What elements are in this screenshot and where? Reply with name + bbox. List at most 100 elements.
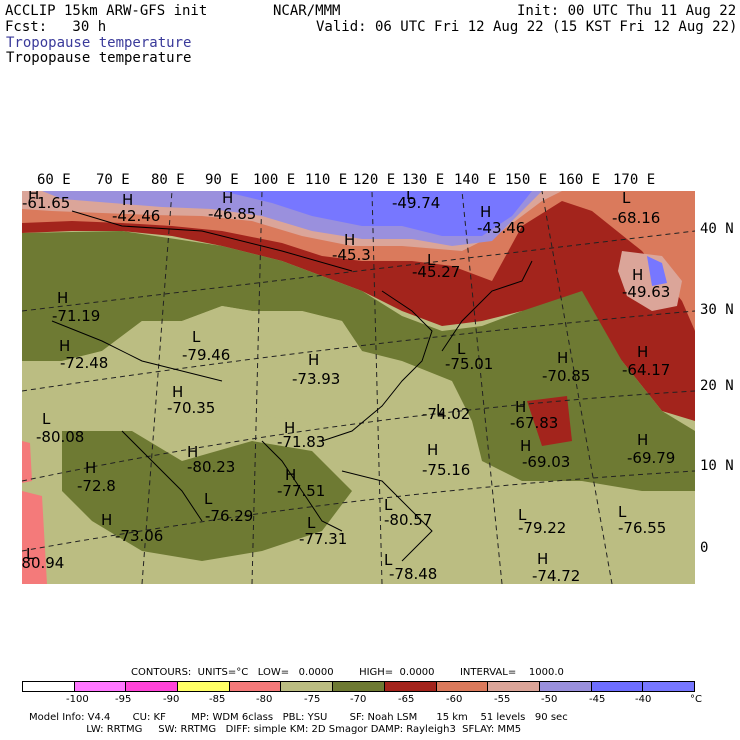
pressure-center-marker: L	[457, 340, 466, 358]
pressure-center-marker: H	[222, 191, 234, 207]
organization: NCAR/MMM	[273, 3, 341, 19]
pressure-center-value: -68.16	[612, 209, 661, 227]
legend-tick: -75	[304, 694, 321, 705]
pressure-center-value: -42.46	[112, 207, 161, 225]
pressure-center-value: -76.29	[205, 507, 254, 525]
pressure-center-marker: L	[427, 251, 436, 269]
legend-swatch	[23, 682, 75, 691]
pressure-center-marker: H	[480, 203, 492, 221]
lon-label: 100 E	[253, 172, 296, 188]
lon-label: 150 E	[505, 172, 548, 188]
legend-tick: -90	[163, 694, 180, 705]
pressure-center-value: -43.46	[477, 219, 526, 237]
legend-swatch	[436, 682, 489, 691]
pressure-center-value: -80.08	[36, 428, 85, 446]
legend-tick: -50	[541, 694, 558, 705]
pressure-center-value: -69.03	[522, 453, 571, 471]
legend-swatch	[488, 682, 540, 691]
pressure-center-marker: H	[122, 191, 134, 209]
lon-label: 170 E	[613, 172, 656, 188]
pressure-center-marker: H	[308, 351, 320, 369]
pressure-center-marker: L	[204, 490, 213, 508]
valid-time: Valid: 06 UTC Fri 12 Aug 22 (15 KST Fri …	[316, 19, 738, 35]
pressure-center-marker: H	[537, 550, 549, 568]
lon-label: 110 E	[305, 172, 348, 188]
model-title: ACCLIP 15km ARW-GFS init	[5, 3, 208, 19]
pressure-center-value: -45.3	[332, 246, 371, 264]
lon-label: 130 E	[402, 172, 445, 188]
legend-tick: -55	[494, 694, 511, 705]
pressure-center-value: -45.27	[412, 263, 461, 281]
lon-label: 140 E	[454, 172, 497, 188]
pressure-center-value: -73.93	[292, 370, 341, 388]
model-info-line1: Model Info: V4.4 CU: KF MP: WDM 6class P…	[29, 712, 568, 723]
pressure-center-value: -74.02	[422, 405, 471, 423]
pressure-center-value: -70.85	[542, 367, 591, 385]
lon-label: 90 E	[205, 172, 239, 188]
pressure-center-marker: H	[632, 266, 644, 284]
pressure-center-marker: H	[101, 511, 113, 529]
legend-units: °C	[690, 694, 702, 705]
legend-swatch	[178, 682, 230, 691]
legend-tick: -95	[115, 694, 132, 705]
pressure-center-value: -80.23	[187, 458, 236, 476]
pressure-center-value: -49.74	[392, 194, 441, 212]
lon-label: 80 E	[151, 172, 185, 188]
lat-label: 10 N	[700, 458, 734, 474]
lat-label: 30 N	[700, 302, 734, 318]
legend-swatch	[643, 682, 694, 691]
lat-label: 0	[700, 540, 709, 556]
pressure-center-marker: H	[172, 383, 184, 401]
colored-field-name: Tropopause temperature	[6, 35, 192, 51]
legend-tick: -80	[256, 694, 273, 705]
color-legend	[22, 681, 695, 692]
pressure-center-marker: H	[344, 231, 356, 249]
pressure-center-value: -46.85	[208, 205, 257, 223]
pressure-center-value: -72.48	[60, 354, 109, 372]
pressure-center-value: -75.16	[422, 461, 471, 479]
pressure-center-value: -71.83	[277, 433, 326, 451]
legend-tick: -65	[398, 694, 415, 705]
pressure-center-marker: L	[622, 191, 631, 207]
contours-info: CONTOURS: UNITS=°C LOW= 0.0000 HIGH= 0.0…	[131, 667, 564, 678]
legend-swatch	[591, 682, 644, 691]
legend-swatch	[126, 682, 179, 691]
pressure-center-value: -78.48	[389, 565, 438, 583]
pressure-center-value: -77.51	[277, 482, 326, 500]
map-fill	[22, 191, 695, 584]
legend-tick: -60	[446, 694, 463, 705]
legend-swatch	[333, 682, 385, 691]
pressure-center-marker: H	[427, 441, 439, 459]
pressure-center-marker: H	[284, 419, 296, 437]
lat-label: 40 N	[700, 221, 734, 237]
pressure-center-marker: L	[384, 551, 393, 569]
legend-tick: -100	[66, 694, 89, 705]
legend-tick: -85	[209, 694, 226, 705]
lon-label: 60 E	[37, 172, 71, 188]
pressure-center-value: -67.83	[510, 414, 559, 432]
pressure-center-marker: L	[42, 410, 51, 428]
pressure-center-marker: L	[26, 545, 35, 563]
pressure-center-value: -74.72	[532, 567, 581, 584]
pressure-center-value: -80.57	[384, 511, 433, 529]
pressure-center-marker: H	[520, 437, 532, 455]
lon-label: 160 E	[558, 172, 601, 188]
legend-swatch	[539, 682, 592, 691]
pressure-center-value: -69.79	[627, 449, 676, 467]
pressure-center-marker: H	[85, 459, 97, 477]
contour-field-name: Tropopause temperature	[6, 50, 192, 66]
pressure-center-value: -70.35	[167, 399, 216, 417]
legend-swatch	[384, 682, 437, 691]
pressure-center-value: -71.19	[52, 307, 101, 325]
pressure-center-marker: L	[192, 328, 201, 346]
pressure-center-value: -75.01	[445, 355, 494, 373]
pressure-center-value: -77.31	[299, 530, 348, 548]
model-info-line2: LW: RRTMG SW: RRTMG DIFF: simple KM: 2D …	[29, 724, 522, 735]
pressure-center-value: -79.46	[182, 346, 231, 364]
pressure-center-marker: H	[515, 398, 527, 416]
pressure-center-value: -79.22	[518, 519, 567, 537]
pressure-center-marker: H	[59, 337, 71, 355]
pressure-center-value: -80.94	[22, 554, 65, 572]
pressure-center-marker: H	[28, 191, 40, 203]
tropopause-temperature-map: H -61.65 H -42.46 H -46.85 L -49.74 H -4…	[22, 191, 695, 584]
